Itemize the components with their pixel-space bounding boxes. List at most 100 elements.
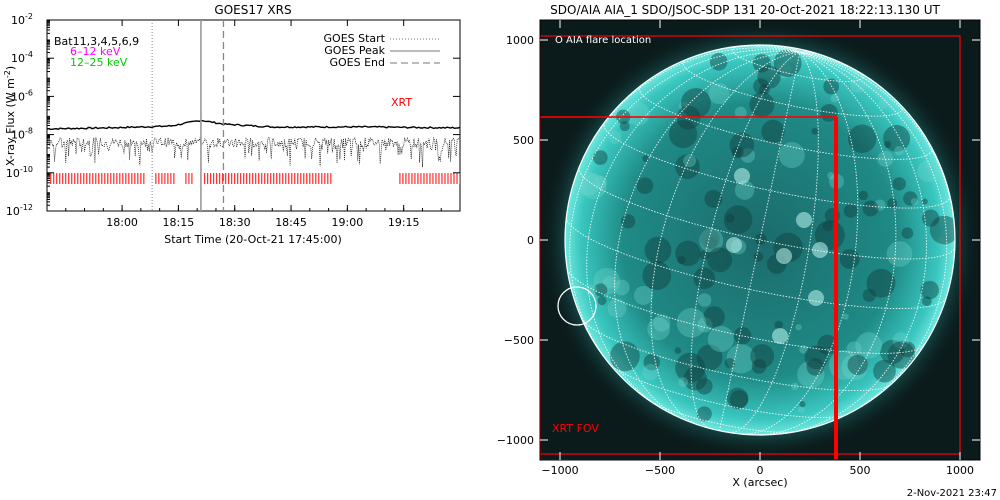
disk-texture-blob <box>887 198 898 209</box>
disk-texture-blob <box>696 378 713 395</box>
disk-texture-blob <box>683 154 697 168</box>
x-tick-label: 18:15 <box>163 216 195 229</box>
legend-12-25kev: 12–25 keV <box>70 56 128 69</box>
disk-texture-blob <box>609 341 640 372</box>
disk-texture-blob <box>866 268 896 298</box>
x-tick-label: −500 <box>645 464 675 477</box>
active-region <box>772 328 788 344</box>
grid-longitude-line <box>729 51 819 434</box>
active-region <box>812 242 828 258</box>
disk-texture-blob <box>774 320 783 330</box>
grid-longitude-line <box>569 49 800 375</box>
disk-texture-blob <box>642 261 672 290</box>
disk-texture-blob <box>773 49 802 77</box>
event-lines <box>151 20 225 211</box>
active-region <box>726 237 742 253</box>
xrt-label: XRT <box>391 96 412 109</box>
grid-longitude-line <box>780 51 927 435</box>
xrt-fov-label: XRT FOV <box>552 422 599 435</box>
disk-texture-blob <box>621 214 636 229</box>
disk-texture-blob <box>697 293 712 307</box>
disk-texture-blob <box>636 177 654 195</box>
disk-texture-blob <box>677 255 686 265</box>
disk-texture-blob <box>848 124 877 153</box>
grid-latitude-line <box>609 363 847 418</box>
disk-texture-blob <box>683 366 708 391</box>
disk-texture-blob <box>839 249 860 270</box>
disk-texture-blob <box>680 88 711 119</box>
grid-longitude-line <box>568 47 800 200</box>
disk-texture-blob <box>806 358 825 376</box>
x-tick-label: 18:45 <box>275 216 307 229</box>
disk-texture-blob <box>892 177 906 191</box>
x-tick-label: 19:00 <box>332 216 364 229</box>
disk-texture-blob <box>674 347 682 354</box>
disk-texture-blob <box>874 199 886 211</box>
grid-latitude-line <box>565 217 947 309</box>
active-region <box>776 248 792 264</box>
disk-texture-blob <box>855 332 882 359</box>
disk-texture-blob <box>725 213 735 224</box>
grid-longitude-line <box>614 51 800 421</box>
disk-texture-blob <box>696 406 712 422</box>
x-tick-label: 1000 <box>946 464 974 477</box>
disk-texture-blob <box>603 276 616 289</box>
disk-texture-blob <box>576 171 601 196</box>
disk-texture-blob <box>936 236 946 245</box>
disk-texture-blob <box>873 359 896 383</box>
disk-texture-blob <box>795 324 802 331</box>
xrt-fov-box <box>540 35 961 455</box>
grid-longitude-line <box>799 51 948 421</box>
disk-texture-blob <box>878 99 888 110</box>
disk-texture-blob <box>619 121 630 132</box>
disk-texture-blob <box>731 146 744 159</box>
disk-texture-blob <box>597 296 607 306</box>
disk-texture-blob <box>704 189 723 208</box>
disk-texture-blob <box>709 52 728 71</box>
y-tick-label: 0 <box>527 234 534 247</box>
disk-texture-blob <box>592 150 608 165</box>
disk-texture-blob <box>750 344 775 368</box>
x-tick-label: −1000 <box>541 464 578 477</box>
y-tick-label: 10-8 <box>11 127 33 142</box>
y-axis-ticks: 10-2 10-4 10-6 10-8 10-10 10-12 <box>6 12 460 218</box>
disk-texture-blob <box>797 406 805 414</box>
y-tick-label: 10-12 <box>6 203 33 218</box>
disk-texture-blob <box>678 377 689 388</box>
disk-texture-blob <box>626 102 650 126</box>
disk-texture-blob <box>696 344 723 371</box>
disk-texture-blob <box>707 247 733 273</box>
disk-texture-blob <box>827 172 835 180</box>
disk-texture-blob <box>703 306 725 328</box>
x-tick-label: 0 <box>757 464 764 477</box>
grid-longitude-line <box>799 51 816 54</box>
disk-texture-blob <box>613 279 630 296</box>
disk-texture-blob <box>608 131 622 145</box>
active-region <box>734 168 750 184</box>
disk-texture-blob <box>699 228 724 253</box>
disk-texture-blob <box>811 127 819 135</box>
grid-latitude-line <box>581 318 891 392</box>
disk-texture-blob <box>594 175 607 189</box>
disk-texture-blob <box>922 209 940 227</box>
disk-texture-blob <box>708 82 730 105</box>
xrt-fov-boxes <box>540 35 961 460</box>
disk-texture-blob <box>593 267 621 295</box>
disk-texture-blob <box>734 106 747 119</box>
grid-longitude-line <box>755 51 897 435</box>
legend-goes-peak: GOES Peak <box>324 44 385 57</box>
disk-texture-blob <box>899 341 916 358</box>
x-axis-ticks: 18:00 18:15 18:30 18:45 19:00 19:15 <box>46 20 461 229</box>
flare-location-label: O AIA flare location <box>555 35 651 46</box>
disk-texture-blob <box>929 215 955 245</box>
disk-texture-blob <box>778 142 805 169</box>
disk-texture-blob <box>669 119 698 149</box>
disk-texture-blob <box>755 233 767 245</box>
disk-texture-blob <box>761 119 785 144</box>
y-tick-label: 10-6 <box>11 88 33 103</box>
disk-texture-blob <box>862 200 879 217</box>
disk-texture-blob <box>847 354 868 376</box>
grid-longitude-line <box>586 50 800 410</box>
disk-texture-blob <box>642 155 650 162</box>
